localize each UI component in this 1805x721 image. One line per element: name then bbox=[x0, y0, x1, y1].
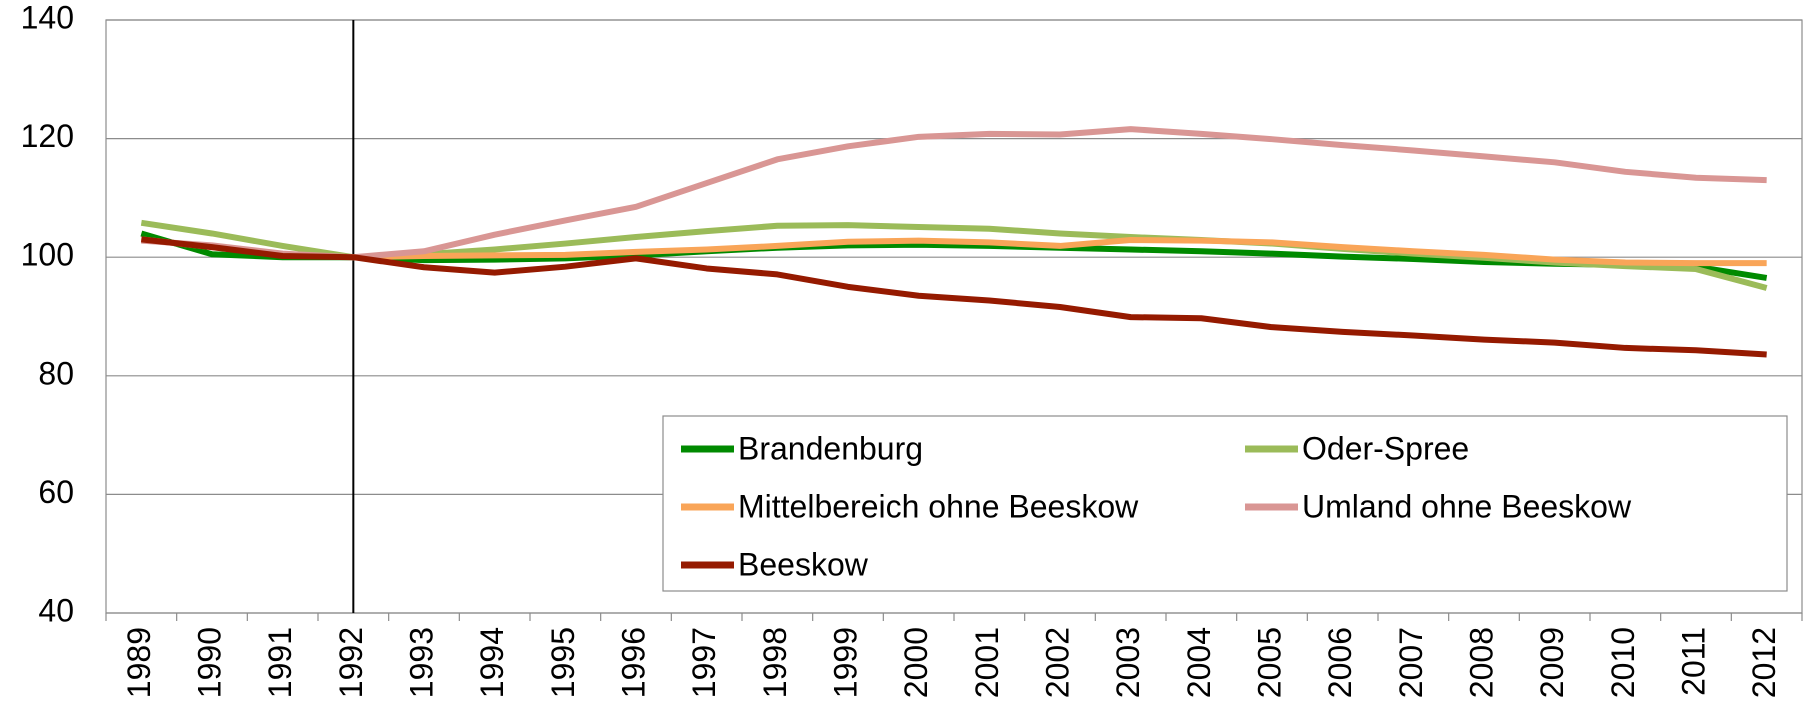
x-tick-label: 1999 bbox=[827, 627, 863, 698]
x-tick-label: 2002 bbox=[1039, 627, 1075, 698]
y-tick-label: 60 bbox=[38, 474, 74, 510]
y-tick-label: 140 bbox=[21, 0, 74, 35]
x-tick-label: 1994 bbox=[474, 627, 510, 698]
x-tick-label: 1991 bbox=[262, 627, 298, 698]
x-tick-label: 2012 bbox=[1746, 627, 1782, 698]
x-tick-label: 2010 bbox=[1605, 627, 1641, 698]
x-tick-label: 2000 bbox=[898, 627, 934, 698]
series-line bbox=[140, 230, 1768, 281]
x-tick-label: 1997 bbox=[686, 627, 722, 698]
x-tick-label: 1989 bbox=[121, 627, 157, 698]
legend-label: Brandenburg bbox=[738, 430, 923, 466]
x-tick-label: 2006 bbox=[1322, 627, 1358, 698]
series-line bbox=[141, 126, 1767, 261]
x-tick-label: 2008 bbox=[1463, 627, 1499, 698]
x-tick-label: 1996 bbox=[615, 627, 651, 698]
x-tick-label: 2009 bbox=[1534, 627, 1570, 698]
x-tick-label: 2007 bbox=[1393, 627, 1429, 698]
series-line bbox=[141, 236, 1767, 267]
x-tick-label: 2001 bbox=[969, 627, 1005, 698]
x-tick-label: 1995 bbox=[545, 627, 581, 698]
x-tick-label: 2004 bbox=[1181, 627, 1217, 698]
x-tick-label: 1992 bbox=[333, 627, 369, 698]
x-tick-label: 2011 bbox=[1675, 627, 1711, 696]
y-tick-label: 80 bbox=[38, 355, 74, 391]
x-tick-label: 2005 bbox=[1251, 627, 1287, 698]
x-tick-label: 1998 bbox=[757, 627, 793, 698]
series-line bbox=[141, 236, 1767, 358]
x-tick-label: 1993 bbox=[403, 627, 439, 698]
legend-label: Beeskow bbox=[738, 546, 869, 582]
x-tick-label: 2003 bbox=[1110, 627, 1146, 698]
y-tick-label: 120 bbox=[21, 118, 74, 154]
legend-box bbox=[662, 415, 1788, 592]
legend-label: Umland ohne Beeskow bbox=[1302, 488, 1632, 524]
legend-label: Mittelbereich ohne Beeskow bbox=[738, 488, 1139, 524]
y-tick-label: 100 bbox=[21, 237, 74, 273]
x-tick-label: 1990 bbox=[191, 627, 227, 698]
legend-label: Oder-Spree bbox=[1302, 430, 1469, 466]
y-tick-label: 40 bbox=[38, 592, 74, 628]
